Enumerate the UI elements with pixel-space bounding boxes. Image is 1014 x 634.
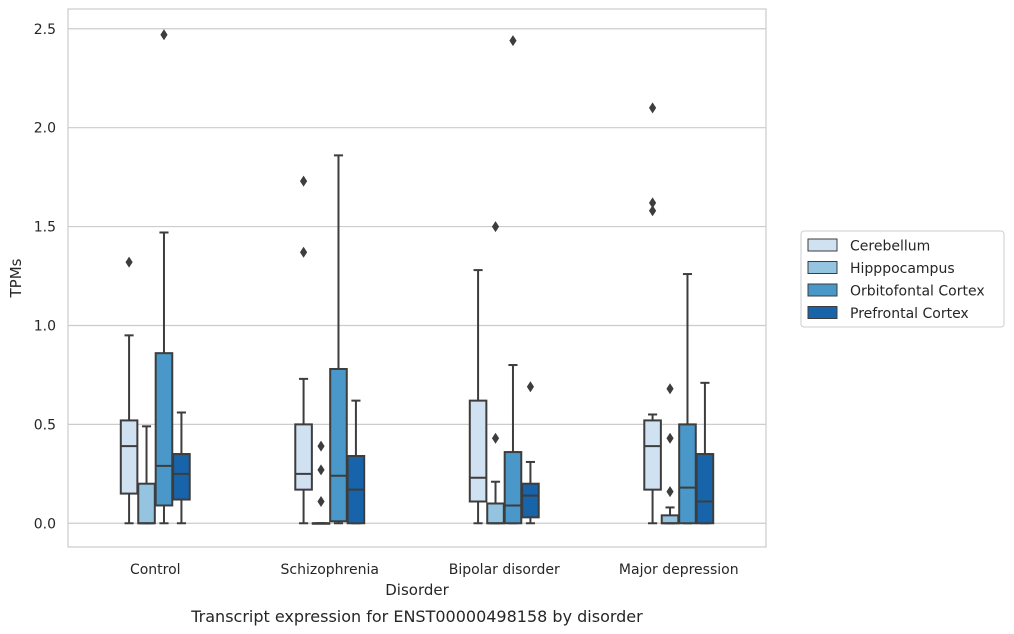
- box-body: [119, 419, 139, 495]
- x-axis-label: Disorder: [385, 581, 449, 599]
- outlier-marker: [491, 221, 500, 233]
- outlier-marker: [491, 432, 500, 444]
- box-body: [137, 482, 156, 525]
- outlier-marker: [666, 486, 674, 498]
- outlier-marker: [509, 35, 517, 47]
- legend-label: Prefrontal Cortex: [850, 306, 969, 322]
- axes: 0.0 0.5 1.0 1.5 2.0 2.5 Control Schizophrenia Bi…: [34, 22, 739, 578]
- box-orbitofontal-cortex: [154, 29, 174, 525]
- box-body: [521, 482, 540, 519]
- x-tick-label: Bipolar disorder: [449, 562, 560, 578]
- outlier-marker: [299, 175, 308, 187]
- outlier-marker: [648, 102, 657, 114]
- outlier-marker: [160, 29, 168, 41]
- y-tick-label: 1.0: [34, 318, 56, 334]
- box-body: [660, 514, 680, 525]
- box-body: [154, 352, 174, 507]
- outlier-marker: [125, 256, 133, 268]
- box-orbitofontal-cortex: [329, 154, 348, 525]
- box-body: [172, 453, 191, 501]
- legend-box: [800, 230, 1005, 328]
- legend-swatch: [807, 238, 838, 252]
- outlier-marker: [317, 440, 325, 452]
- box-body: [695, 453, 715, 525]
- legend: Cerebellum Hipppocampus Orbitofontal Corte…: [800, 230, 1005, 328]
- outlier-marker: [648, 197, 657, 209]
- x-tick-label: Schizophrenia: [281, 562, 379, 578]
- outlier-marker: [317, 464, 325, 476]
- box-hipppocampus: [137, 425, 156, 525]
- box-prefrontal-cortex: [695, 381, 715, 525]
- x-tick-label: Major depression: [619, 562, 739, 578]
- y-tick-label: 2.0: [34, 121, 56, 137]
- box-series: [119, 29, 715, 525]
- legend-swatch: [807, 261, 838, 274]
- box-orbitofontal-cortex: [503, 35, 523, 525]
- chart-title: Transcript expression for ENST0000049815…: [190, 607, 643, 626]
- box-body: [678, 423, 697, 525]
- box-cerebellum: [468, 269, 488, 525]
- y-tick-label: 0.0: [34, 516, 56, 532]
- box-body: [468, 399, 488, 503]
- box-body: [486, 502, 505, 525]
- box-cerebellum: [294, 175, 313, 525]
- box-body: [643, 419, 662, 491]
- outlier-marker: [666, 432, 674, 444]
- y-tick-label: 1.5: [34, 220, 56, 236]
- legend-swatch: [807, 283, 838, 297]
- outlier-marker: [317, 496, 325, 508]
- box-cerebellum: [119, 256, 139, 525]
- outlier-marker: [648, 205, 657, 217]
- box-hipppocampus: [486, 221, 505, 525]
- box-body: [503, 451, 523, 525]
- box-cerebellum: [643, 102, 662, 525]
- plot-area-frame: [67, 8, 767, 548]
- box-prefrontal-cortex: [172, 411, 191, 525]
- legend-swatch: [807, 306, 838, 319]
- legend-label: Hipppocampus: [850, 261, 955, 277]
- x-tick-label: Control: [130, 562, 181, 578]
- outlier-marker: [666, 383, 674, 395]
- y-tick-label: 0.5: [34, 417, 56, 433]
- y-axis-label: TPMs: [7, 258, 25, 298]
- legend-label: Cerebellum: [850, 239, 930, 255]
- box-prefrontal-cortex: [521, 381, 540, 525]
- legend-label: Orbitofontal Cortex: [850, 284, 985, 300]
- box-orbitofontal-cortex: [678, 273, 697, 525]
- box-body: [329, 367, 348, 523]
- box-hipppocampus: [311, 440, 331, 525]
- box-prefrontal-cortex: [346, 399, 366, 525]
- outlier-marker: [299, 246, 308, 258]
- box-hipppocampus: [660, 383, 680, 525]
- outlier-marker: [526, 381, 535, 393]
- box-body: [294, 423, 313, 491]
- y-tick-label: 2.5: [34, 22, 56, 38]
